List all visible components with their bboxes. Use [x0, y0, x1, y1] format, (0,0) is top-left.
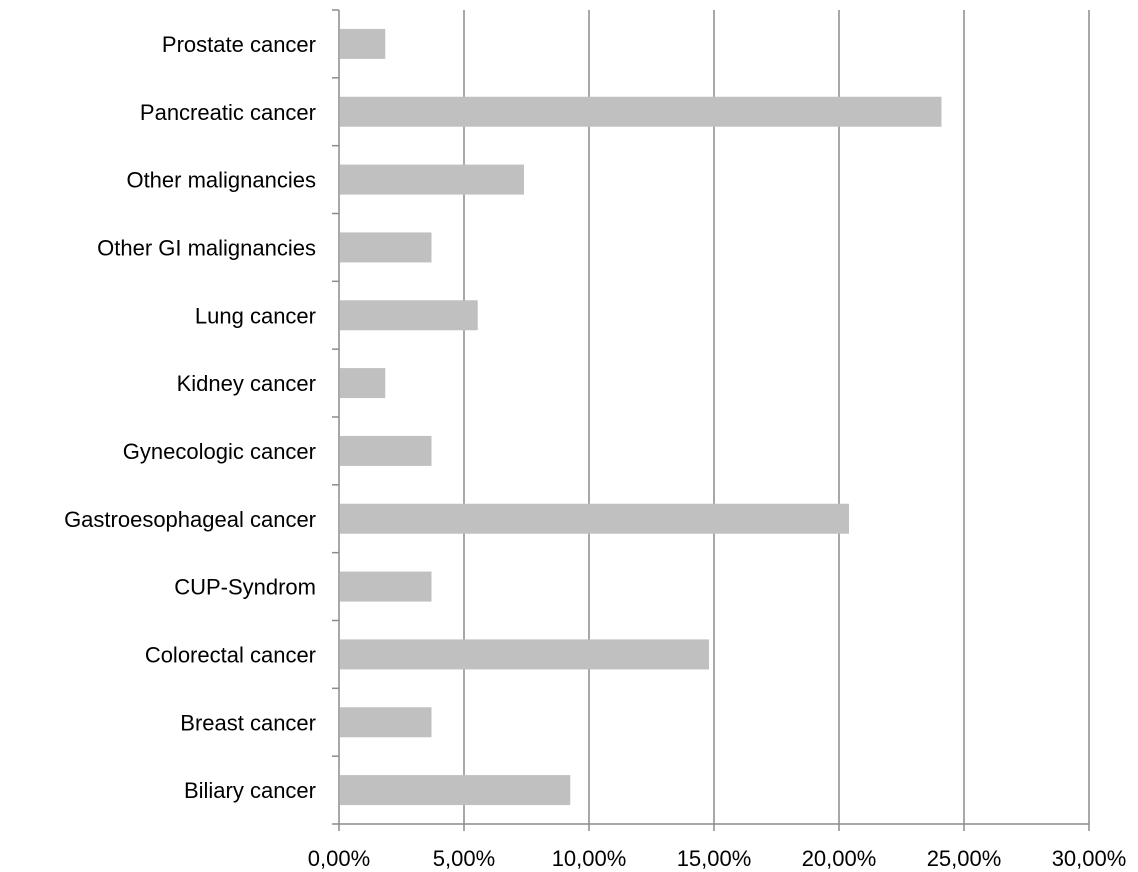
category-label: Gynecologic cancer — [123, 439, 316, 464]
bar — [340, 775, 571, 806]
labels: 0,00% 5,00% 10,00% 15,00% 20,00% 25,00% 30,00%… — [64, 32, 1126, 871]
bar — [340, 707, 432, 738]
bar — [340, 232, 432, 263]
x-tick-label: 25,00% — [927, 846, 1002, 871]
bar — [340, 571, 432, 602]
bar — [340, 164, 524, 195]
bar — [340, 503, 849, 534]
bars — [340, 28, 942, 806]
x-tick-label: 5,00% — [433, 846, 495, 871]
bar — [340, 300, 478, 331]
category-label: Kidney cancer — [177, 371, 316, 396]
axes — [332, 9, 1090, 831]
bar — [340, 435, 432, 466]
category-label: Colorectal cancer — [145, 642, 316, 667]
bar — [340, 96, 942, 127]
bar — [340, 639, 709, 670]
category-label: CUP-Syndrom — [174, 575, 316, 600]
x-tick-label: 20,00% — [802, 846, 877, 871]
category-label: Breast cancer — [180, 710, 316, 735]
category-label: Gastroesophageal cancer — [64, 507, 316, 532]
x-tick-label: 0,00% — [308, 846, 370, 871]
category-label: Prostate cancer — [162, 32, 316, 57]
category-label: Other malignancies — [126, 168, 316, 193]
gridlines — [463, 10, 1090, 824]
category-label: Biliary cancer — [184, 778, 316, 803]
x-tick-label: 10,00% — [552, 846, 627, 871]
x-tick-label: 30,00% — [1052, 846, 1127, 871]
bar — [340, 28, 386, 59]
category-label: Pancreatic cancer — [140, 100, 316, 125]
category-label: Lung cancer — [195, 303, 316, 328]
x-tick-label: 15,00% — [677, 846, 752, 871]
category-label: Other GI malignancies — [97, 235, 316, 260]
bar — [340, 368, 386, 399]
